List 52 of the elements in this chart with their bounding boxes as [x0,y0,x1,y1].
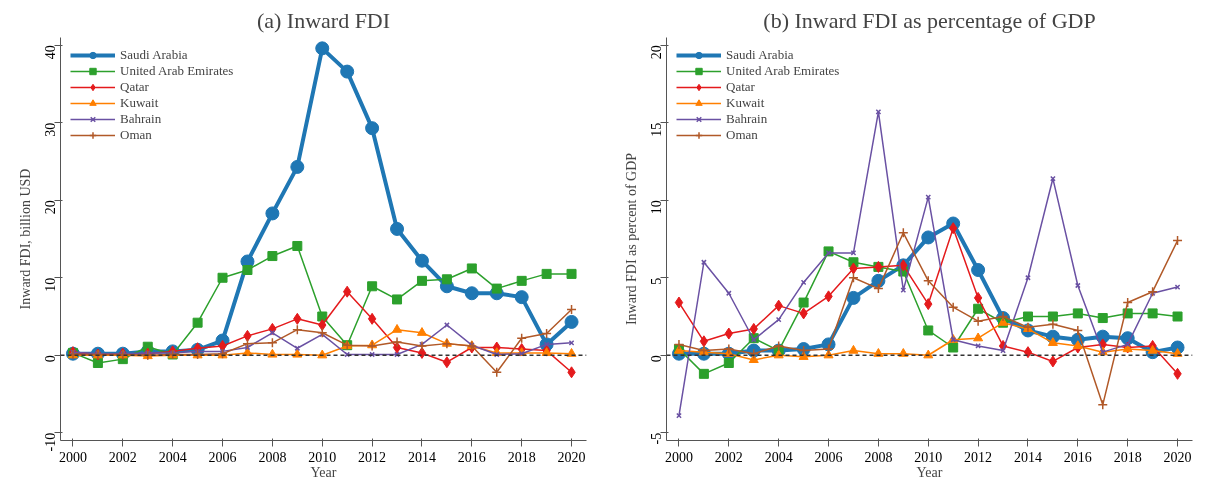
x-tick-label: 2018 [1113,449,1142,465]
chart-title: (a) Inward FDI [256,7,391,33]
y-tick-label: 10 [648,200,664,215]
legend-label: Saudi Arabia [726,47,794,63]
x-tick-label: 2002 [714,449,743,465]
x-tick-label: 2014 [407,449,436,465]
x-tick-label: 2000 [664,449,693,465]
x-axis-title: Year [916,464,943,480]
legend-label: Qatar [726,79,755,95]
y-tick-label: 20 [42,200,58,215]
y-tick-label: -5 [648,432,664,445]
x-tick-label: 2006 [814,449,843,465]
y-tick-label: 30 [42,122,58,137]
y-axis-title: Inward FDI, billion USD [17,168,33,310]
x-tick-label: 2006 [208,449,237,465]
x-tick-label: 2008 [864,449,893,465]
legend-label: Qatar [120,79,149,95]
x-tick-label: 2010 [914,449,943,465]
x-tick-label: 2016 [457,449,486,465]
x-tick-label: 2004 [158,449,187,465]
legend-label: Bahrain [120,111,162,127]
x-tick-label: 2014 [1013,449,1042,465]
y-tick-label: 40 [42,45,58,60]
y-axis-title: Inward FDI as percent of GDP [623,152,639,326]
legend-label: Saudi Arabia [120,47,188,63]
legend-label: Kuwait [726,95,765,111]
legend-label: United Arab Emirates [726,63,840,79]
chart-title: (b) Inward FDI as percentage of GDP [763,7,1096,33]
x-tick-label: 2016 [1063,449,1092,465]
x-tick-label: 2002 [108,449,137,465]
x-tick-label: 2012 [964,449,993,465]
y-tick-label: 15 [648,122,664,137]
x-tick-label: 2010 [308,449,337,465]
y-tick-label: -10 [42,432,58,452]
y-tick-label: 10 [42,277,58,292]
x-tick-label: 2020 [1163,449,1192,465]
y-tick-label: 5 [648,277,664,285]
legend-label: Kuwait [120,95,159,111]
x-axis-title: Year [310,464,337,480]
y-tick-label: 20 [648,45,664,60]
x-tick-label: 2008 [258,449,287,465]
x-tick-label: 2004 [764,449,793,465]
x-tick-label: 2012 [358,449,387,465]
legend-label: United Arab Emirates [120,63,234,79]
x-tick-label: 2018 [507,449,536,465]
x-tick-label: 2000 [58,449,87,465]
y-tick-label: 0 [42,355,58,363]
y-tick-label: 0 [648,355,664,363]
legend-label: Oman [120,127,152,143]
legend-label: Bahrain [726,111,768,127]
legend-label: Oman [726,127,758,143]
x-tick-label: 2020 [557,449,586,465]
